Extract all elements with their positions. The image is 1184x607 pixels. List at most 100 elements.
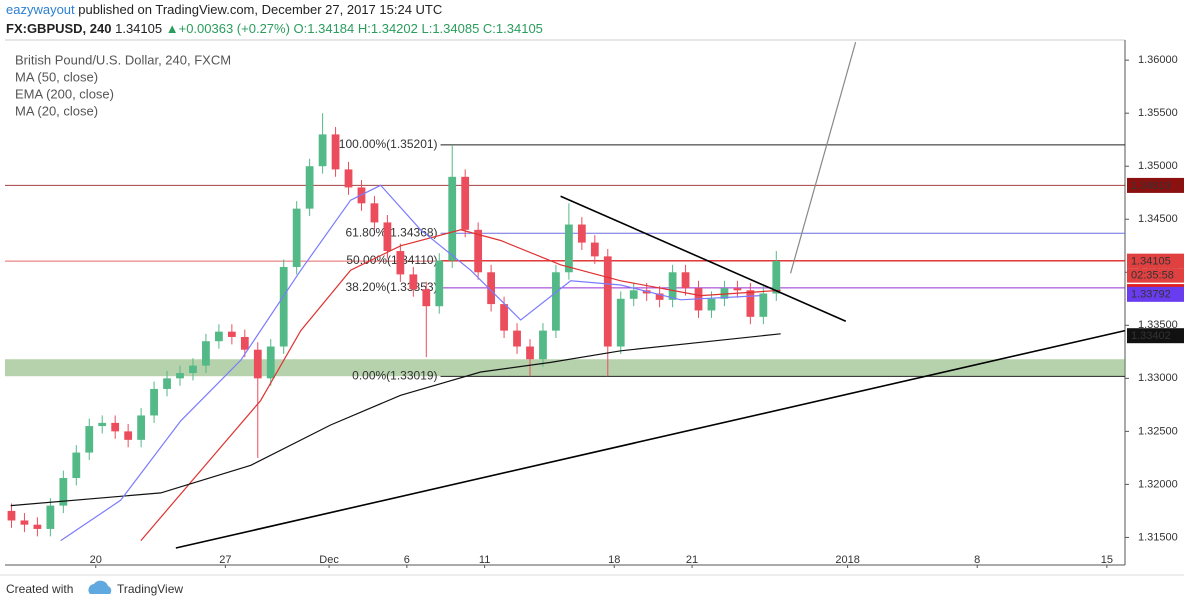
symbol: FX:GBPUSD, 240 [6,21,111,36]
candle-body [253,349,262,379]
candle-body [746,290,755,317]
candle-body [616,298,625,347]
arrow: ▲ [166,21,179,36]
candle-body [59,478,68,506]
y-tick-label: 1.35000 [1138,160,1178,172]
candle-body [202,341,210,366]
candle-body [526,346,534,360]
y-tick-label: 1.31500 [1138,531,1178,543]
header-line: eazywayout published on TradingView.com,… [6,2,442,17]
candle-body [266,346,275,379]
candle-body [590,242,599,257]
candle-body [681,272,690,289]
x-tick-label: 6 [404,554,410,566]
candle-body [85,426,94,453]
candle-body [150,388,158,416]
change: +0.00363 (+0.27%) [179,21,290,36]
candle-body [124,431,133,440]
candle-body [668,272,677,300]
plot: 100.00%(1.35201) 61.80%(1.34368) 50.00%(1.… [5,41,1126,549]
candle-body [629,290,638,299]
candle-body [396,251,405,275]
x-tick-label: 15 [1101,554,1113,566]
candle-body [72,452,81,479]
author[interactable]: eazywayout [6,2,75,17]
legend-title: British Pound/U.S. Dollar, 240, FXCM [15,52,231,67]
candle-body [383,222,392,252]
x-tick-label: 18 [608,554,620,566]
x-tick-label: Dec [319,554,339,566]
legend-entry: MA (50, close) [15,69,98,84]
y-tick-label: 1.33000 [1138,372,1178,384]
price-label-box [1127,328,1184,344]
legend-entry: EMA (200, close) [15,86,114,101]
candle-body [733,288,742,291]
fib-label: 100.00%(1.35201) [339,137,438,151]
candle-body [98,422,107,427]
candle-body [227,331,236,337]
candle-body [344,169,353,188]
x-tick-label: 2018 [835,554,859,566]
trendline [175,329,1126,549]
candle-body [435,260,444,307]
candle-body [163,378,171,389]
candle-body [577,224,586,243]
brand-icon [88,580,112,594]
candle-body [318,134,327,167]
candle-body [279,266,288,347]
candle-body [189,365,197,374]
x-tick-label: 20 [90,554,102,566]
candle-body [461,176,470,230]
candle-body [33,524,42,529]
candle-body [474,229,483,273]
overlay: British Pound/U.S. Dollar, 240, FXCM MA … [15,52,231,118]
candle-body [176,373,184,379]
x-tick-label: 21 [686,554,698,566]
x-tick-label: 11 [479,554,490,566]
candle-body [305,166,314,209]
price-label-box [1127,253,1184,269]
candle-body [215,331,223,342]
candle-body [707,298,716,311]
candle-body [331,134,340,170]
legend-entry: MA (20, close) [15,103,98,118]
y-tick-label: 1.32500 [1138,425,1178,437]
y-tick-label: 1.34500 [1138,213,1178,225]
price-label-box [1127,286,1184,302]
candle-body [137,415,145,440]
fib-label: 50.00%(1.34110) [346,253,437,267]
candle-body [240,336,249,350]
candle-body [513,330,521,347]
candle-body [370,203,379,223]
candle-body [111,422,120,432]
price-label: 1.33402 [1131,330,1171,342]
x-tick-label: 8 [974,554,980,566]
price-label: 1.33792 [1131,289,1171,301]
candle-body [422,289,431,307]
footer-brand[interactable]: TradingView [117,582,183,596]
y-tick-label: 1.36000 [1138,54,1178,66]
fib-label: 0.00%(1.33019) [352,368,437,382]
support-zone [5,359,1125,377]
y-tick-label: 1.35500 [1138,107,1178,119]
price-label-box [1127,177,1184,193]
y-tick-label: 1.32000 [1138,478,1178,490]
trendline [789,41,857,274]
price-label: 1.34105 [1131,256,1171,268]
x-tick-label: 27 [219,554,231,566]
fib-label: 61.80%(1.34368) [345,225,437,239]
published: published on TradingView.com, December 2… [78,2,442,17]
footer-created: Created with [6,582,73,596]
candle-body [46,505,55,529]
ma-line [10,333,781,507]
trendline [560,195,847,323]
price-label: 1.34819 [1131,180,1171,192]
candle-body [539,330,547,360]
candle-body [772,261,781,294]
ma-line [60,184,761,542]
candle-body [448,176,457,261]
candle-body [552,272,560,331]
candle-body [487,272,495,305]
